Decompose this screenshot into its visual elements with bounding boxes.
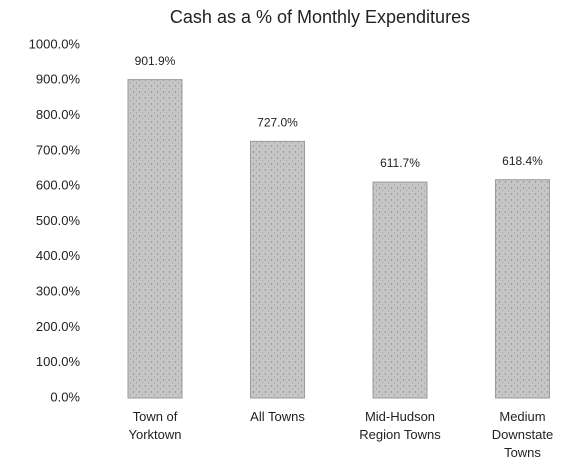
y-tick-label: 800.0% [36,107,81,122]
bar [495,179,550,399]
bar [250,140,305,399]
x-tick-label: All Towns [250,409,305,424]
y-tick-label: 100.0% [36,354,81,369]
value-label: 611.7% [380,156,420,170]
bar [127,79,183,399]
y-tick-label: 1000.0% [29,36,81,51]
x-tick-label: Medium Downstate Towns [492,409,553,460]
value-label: 727.0% [257,116,298,130]
value-label: 618.4% [502,154,543,168]
chart-title: Cash as a % of Monthly Expenditures [170,7,470,27]
y-tick-label: 600.0% [36,178,81,193]
y-tick-label: 200.0% [36,319,81,334]
y-tick-label: 400.0% [36,248,81,263]
y-tick-label: 700.0% [36,142,81,157]
value-label: 901.9% [135,54,176,68]
x-tick-label: Town of Yorktown [129,409,182,442]
bar [372,181,428,399]
x-tick-label: Mid-Hudson Region Towns [359,409,441,442]
y-tick-label: 900.0% [36,72,81,87]
y-tick-label: 500.0% [36,213,81,228]
y-tick-label: 0.0% [50,389,80,404]
y-tick-label: 300.0% [36,284,81,299]
